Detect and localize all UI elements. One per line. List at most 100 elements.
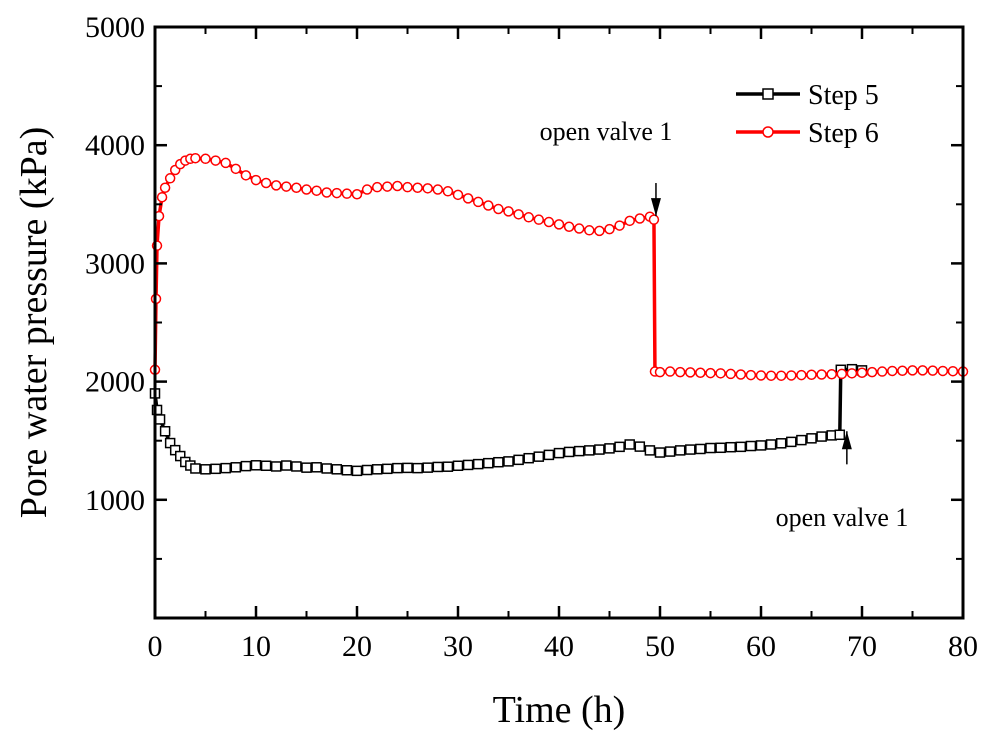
data-point <box>402 181 413 193</box>
data-point <box>755 370 767 381</box>
data-point <box>654 366 666 378</box>
y-tick-label: 5000 <box>85 11 145 44</box>
data-point <box>159 182 171 194</box>
x-tick-label: 60 <box>746 630 776 663</box>
legend-marker-square <box>762 88 774 100</box>
data-point <box>685 367 696 378</box>
data-point <box>452 189 464 201</box>
data-point <box>876 366 888 377</box>
data-point <box>634 213 646 224</box>
data-point <box>654 447 666 458</box>
data-point <box>156 191 168 203</box>
data-point <box>834 429 846 441</box>
data-point <box>685 444 696 455</box>
data-point <box>250 460 262 471</box>
y-tick-label: 3000 <box>85 247 145 280</box>
legend: Step 5 Step 6 <box>736 80 879 149</box>
data-point <box>442 186 454 197</box>
data-point <box>543 216 555 228</box>
data-point <box>543 449 555 461</box>
data-point <box>604 223 615 235</box>
data-point <box>351 465 363 477</box>
data-point <box>291 182 302 194</box>
data-point <box>190 463 201 474</box>
x-tick-label: 50 <box>645 630 675 663</box>
y-axis-title: Pore water pressure (kPa) <box>13 127 55 518</box>
data-point <box>755 440 767 451</box>
data-point <box>816 369 827 380</box>
data-point <box>513 209 524 220</box>
data-point <box>331 187 343 199</box>
data-point <box>291 461 302 472</box>
data-point <box>664 366 676 377</box>
series-step-5 <box>149 363 868 477</box>
data-point <box>351 189 363 200</box>
series-step-6 <box>149 152 969 381</box>
data-point <box>786 436 797 448</box>
data-point <box>301 184 312 195</box>
data-point <box>311 462 322 473</box>
data-point <box>260 460 272 472</box>
data-point <box>371 181 383 193</box>
data-point <box>594 444 605 455</box>
data-point <box>240 460 252 472</box>
data-point <box>907 365 918 376</box>
data-point <box>523 452 534 464</box>
data-point <box>887 365 898 377</box>
data-point <box>563 221 575 233</box>
data-point <box>826 369 837 380</box>
data-point <box>735 369 747 380</box>
data-point <box>513 454 524 466</box>
data-point <box>927 365 938 376</box>
data-point <box>432 184 444 195</box>
plot-content <box>149 152 969 477</box>
data-point <box>553 219 565 230</box>
data-point <box>432 461 444 473</box>
data-point <box>624 215 635 227</box>
data-point <box>775 438 787 449</box>
tick-labels: 0 10 20 30 40 50 60 70 80 1000 2000 3000 4000 5000 <box>85 11 978 663</box>
data-point <box>674 366 686 378</box>
data-point <box>735 441 747 453</box>
data-point <box>200 464 211 475</box>
data-point <box>695 367 706 378</box>
annotation-arrow-head <box>841 431 852 450</box>
data-point <box>725 368 736 380</box>
data-point <box>382 181 393 192</box>
series-line <box>153 367 863 473</box>
data-point <box>462 459 474 471</box>
data-point <box>563 446 575 458</box>
data-point <box>806 433 817 444</box>
data-point <box>806 369 817 380</box>
series-line <box>153 156 964 378</box>
data-point <box>281 181 292 192</box>
data-point <box>250 174 262 186</box>
data-point <box>402 462 413 474</box>
x-tick-label: 30 <box>443 630 473 663</box>
data-point <box>281 460 292 471</box>
data-point <box>503 206 514 217</box>
y-tick-label: 2000 <box>85 366 145 399</box>
data-point <box>624 439 635 450</box>
data-point <box>816 431 827 442</box>
data-point <box>483 200 494 211</box>
data-point <box>584 445 595 456</box>
x-tick-label: 40 <box>544 630 574 663</box>
data-point <box>422 183 433 194</box>
data-point <box>230 462 242 473</box>
x-axis-title: Time (h) <box>493 689 626 731</box>
data-point <box>321 463 332 474</box>
annotation-arrow-head <box>650 198 661 217</box>
data-point <box>725 441 736 453</box>
data-point <box>584 225 595 236</box>
data-point <box>462 193 474 204</box>
x-tick-label: 80 <box>948 630 978 663</box>
data-point <box>493 203 504 215</box>
data-point <box>695 443 706 455</box>
data-point <box>331 464 343 475</box>
data-point <box>533 451 545 462</box>
data-point <box>648 214 660 225</box>
data-point <box>503 456 514 467</box>
data-point <box>573 445 585 457</box>
legend-entry-step-6: Step 6 <box>736 118 879 149</box>
